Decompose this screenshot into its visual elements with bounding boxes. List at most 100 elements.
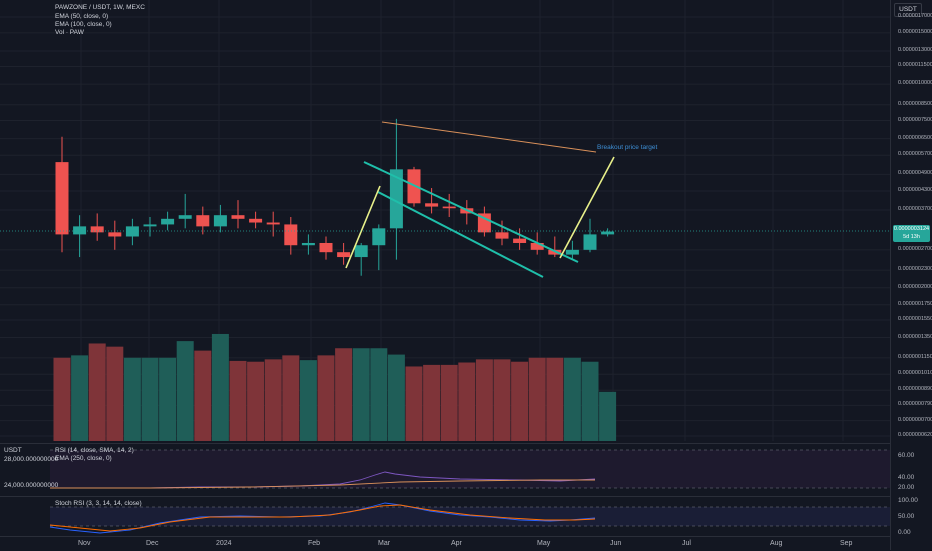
- rsi-subtitle[interactable]: EMA (250, close, 0): [55, 455, 112, 462]
- channel-lower-line[interactable]: [377, 191, 544, 278]
- rsi-axis-label-40: 40.00: [898, 474, 915, 481]
- volume-bar: [528, 357, 546, 441]
- volume-bars: [53, 333, 617, 441]
- volume-bar: [563, 357, 581, 441]
- time-label-apr: Apr: [451, 540, 462, 547]
- volume-bar: [264, 359, 282, 441]
- volume-bar: [71, 355, 89, 441]
- stoch-rsi-pane[interactable]: [0, 496, 890, 537]
- price-axis-label: 0.0000007500: [898, 116, 932, 123]
- candle-body: [196, 215, 210, 227]
- time-label-2024: 2024: [216, 540, 232, 547]
- volume-legend[interactable]: Vol · PAW: [55, 29, 84, 36]
- volume-bar: [229, 360, 247, 441]
- candle-body: [495, 232, 509, 239]
- volume-bar: [211, 333, 229, 441]
- candle-body: [583, 234, 597, 250]
- price-axis-label: 0.0000004300: [898, 186, 932, 193]
- volume-bar: [335, 348, 353, 441]
- price-axis-label: 0.0000000790: [898, 401, 932, 408]
- impulse-line[interactable]: [345, 185, 381, 269]
- time-axis[interactable]: Nov Dec 2024 Feb Mar Apr May Jun Jul Aug…: [0, 536, 890, 551]
- price-axis-label: 0.0000013000: [898, 46, 932, 53]
- candle-body: [425, 203, 439, 207]
- candle-body: [178, 215, 192, 219]
- candle-body: [337, 252, 351, 258]
- stoch-chart: [49, 502, 890, 534]
- candle-countdown: 5d 13h: [903, 234, 920, 240]
- volume-bar: [493, 359, 511, 441]
- price-chart[interactable]: [0, 0, 890, 441]
- price-axis-label: 0.0000001550: [898, 316, 932, 323]
- price-axis-label: 0.0000002300: [898, 266, 932, 273]
- main-chart-pane[interactable]: [0, 0, 890, 441]
- volume-bar: [317, 355, 335, 441]
- price-axis-label: 0.0000005700: [898, 151, 932, 158]
- price-axis-label: 0.0000010000: [898, 80, 932, 87]
- candle-body: [143, 224, 157, 227]
- candle-body: [90, 226, 104, 233]
- stoch-d-line: [49, 504, 596, 532]
- time-label-feb: Feb: [308, 540, 321, 547]
- breakout-label[interactable]: Breakout price target: [597, 144, 658, 151]
- price-axis-label: 0.0000017000: [898, 13, 932, 19]
- price-axis-label: 0.0000015000: [898, 28, 932, 35]
- candle-body: [530, 242, 544, 250]
- volume-bar: [106, 346, 124, 441]
- rsi-chart: [50, 449, 890, 489]
- rsi-axis-value: 24,000.000000000: [4, 482, 59, 489]
- time-label-mar: Mar: [378, 540, 391, 547]
- rsi-axis-currency: USDT: [4, 447, 22, 454]
- volume-bar: [458, 362, 476, 441]
- volume-bar: [159, 357, 177, 441]
- price-axis-label: 0.0000001150: [898, 353, 932, 360]
- volume-bar: [282, 355, 300, 441]
- candle-body: [389, 169, 403, 229]
- rsi-pane[interactable]: [0, 443, 890, 495]
- price-axis-label: 0.0000011500: [898, 62, 932, 69]
- volume-bar: [123, 357, 141, 441]
- candle-body: [249, 218, 263, 223]
- currency-selector[interactable]: USDT: [894, 3, 922, 17]
- volume-bar: [176, 341, 194, 441]
- drawings[interactable]: [345, 121, 615, 278]
- breakout-target-line[interactable]: [559, 156, 615, 259]
- volume-bar: [511, 361, 529, 441]
- candle-body: [372, 228, 386, 246]
- ema50-legend[interactable]: EMA (50, close, 0): [55, 13, 109, 20]
- candle-body: [601, 231, 615, 235]
- rsi-title[interactable]: RSI (14, close, SMA, 14, 2): [55, 447, 134, 454]
- candle-body: [266, 222, 280, 225]
- volume-bar: [475, 359, 493, 441]
- ema100-legend[interactable]: EMA (100, close, 0): [55, 21, 112, 28]
- candle-body: [442, 206, 456, 209]
- volume-bar: [581, 361, 599, 441]
- time-label-sep: Sep: [840, 540, 853, 547]
- rsi-ma-line: [50, 479, 595, 489]
- price-axis-label: 0.0000003700: [898, 205, 932, 212]
- current-price-value: 0.0000003124: [893, 226, 930, 232]
- volume-bar: [599, 391, 617, 441]
- price-axis-label: 0.0000006500: [898, 134, 932, 141]
- time-label-aug: Aug: [770, 540, 783, 547]
- stoch-title[interactable]: Stoch RSI (3, 3, 14, 14, close): [55, 500, 142, 507]
- time-label-nov: Nov: [78, 540, 91, 547]
- volume-bar: [405, 366, 423, 441]
- candle-body: [513, 238, 527, 243]
- price-axis-label: 0.0000004900: [898, 170, 932, 177]
- stoch-axis-label-50: 50.00: [898, 513, 915, 520]
- price-axis-label: 0.0000002700: [898, 245, 932, 252]
- volume-bar: [352, 348, 370, 441]
- symbol-title[interactable]: PAWZONE / USDT, 1W, MEXC: [55, 4, 145, 11]
- channel-upper-line[interactable]: [363, 161, 579, 263]
- price-axis[interactable]: [890, 0, 932, 550]
- volume-bar: [88, 343, 106, 441]
- volume-bar: [141, 357, 159, 441]
- current-price-badge: 0.0000003124 5d 13h: [893, 225, 930, 242]
- price-axis-label: 0.0000000700: [898, 416, 932, 423]
- time-label-jul: Jul: [682, 540, 691, 547]
- rsi-axis-label-60: 60.00: [898, 452, 915, 459]
- candle-body: [213, 215, 227, 227]
- time-label-may: May: [537, 540, 551, 547]
- candle-body: [319, 242, 333, 253]
